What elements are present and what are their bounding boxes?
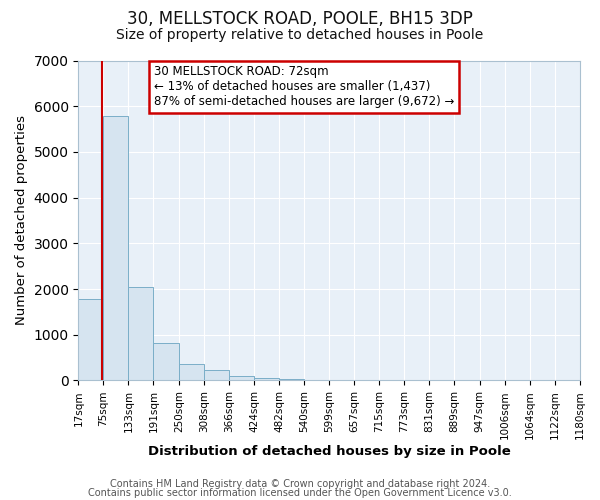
Text: Size of property relative to detached houses in Poole: Size of property relative to detached ho… [116,28,484,42]
Text: 30 MELLSTOCK ROAD: 72sqm
← 13% of detached houses are smaller (1,437)
87% of sem: 30 MELLSTOCK ROAD: 72sqm ← 13% of detach… [154,66,454,108]
X-axis label: Distribution of detached houses by size in Poole: Distribution of detached houses by size … [148,444,511,458]
Text: Contains public sector information licensed under the Open Government Licence v3: Contains public sector information licen… [88,488,512,498]
Bar [79,299,103,380]
Bar [229,376,254,380]
Bar [154,343,179,380]
Y-axis label: Number of detached properties: Number of detached properties [15,116,28,326]
Bar [179,364,204,380]
Bar [204,370,229,380]
Bar [279,379,304,380]
Bar [128,287,154,380]
Bar [254,378,279,380]
Bar [103,116,128,380]
Text: 30, MELLSTOCK ROAD, POOLE, BH15 3DP: 30, MELLSTOCK ROAD, POOLE, BH15 3DP [127,10,473,28]
Text: Contains HM Land Registry data © Crown copyright and database right 2024.: Contains HM Land Registry data © Crown c… [110,479,490,489]
